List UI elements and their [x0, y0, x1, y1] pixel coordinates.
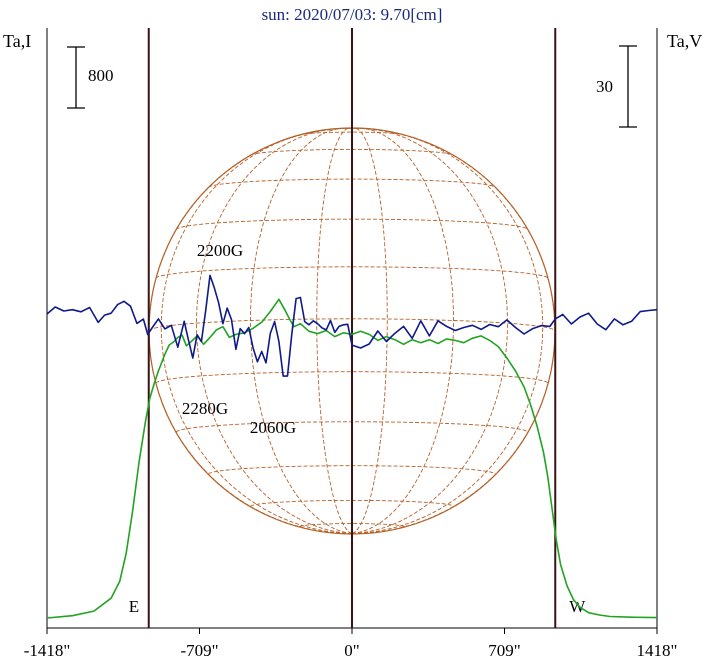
longitude-line — [351, 127, 454, 535]
polarization-series-line — [46, 274, 658, 377]
right-scale-value: 30 — [596, 77, 613, 96]
chart-title: sun: 2020/07/03: 9.70[cm] — [262, 5, 443, 24]
x-tick-label: 709" — [488, 641, 520, 660]
annotation-2060G: 2060G — [250, 418, 296, 437]
latitude-line — [155, 266, 549, 279]
longitude-line — [351, 127, 544, 535]
longitude-line — [160, 127, 353, 535]
intensity-series-line — [46, 298, 658, 619]
x-tick-label: -1418" — [24, 641, 71, 660]
annotation-2280G: 2280G — [182, 399, 228, 418]
longitude-line — [250, 127, 353, 535]
longitude-line — [351, 127, 388, 535]
longitude-line — [196, 127, 353, 535]
latitude-line — [155, 371, 549, 384]
limb-marker-E: E — [129, 597, 139, 616]
longitude-line — [351, 127, 508, 535]
left-scale-bar: 800 — [67, 46, 114, 109]
longitude-line — [316, 127, 353, 535]
field-annotations: 2200G 2280G 2060G — [182, 241, 296, 437]
x-tick-label: 0" — [344, 641, 359, 660]
limb-marker-W: W — [569, 597, 586, 616]
latitude-line — [299, 523, 405, 527]
right-scale-bar: 30 — [596, 45, 637, 128]
x-tick-label: 1418" — [637, 641, 678, 660]
left-axis-label: Ta,I — [3, 31, 31, 51]
solar-disk-grid — [148, 127, 556, 535]
right-axis-label: Ta,V — [667, 31, 702, 51]
annotation-2200G: 2200G — [197, 241, 243, 260]
x-tick-label: -709" — [180, 641, 218, 660]
left-scale-value: 800 — [88, 66, 114, 85]
series-lines — [46, 274, 658, 619]
x-axis-ticks: -1418" -709" 0" 709" 1418" — [24, 628, 678, 660]
